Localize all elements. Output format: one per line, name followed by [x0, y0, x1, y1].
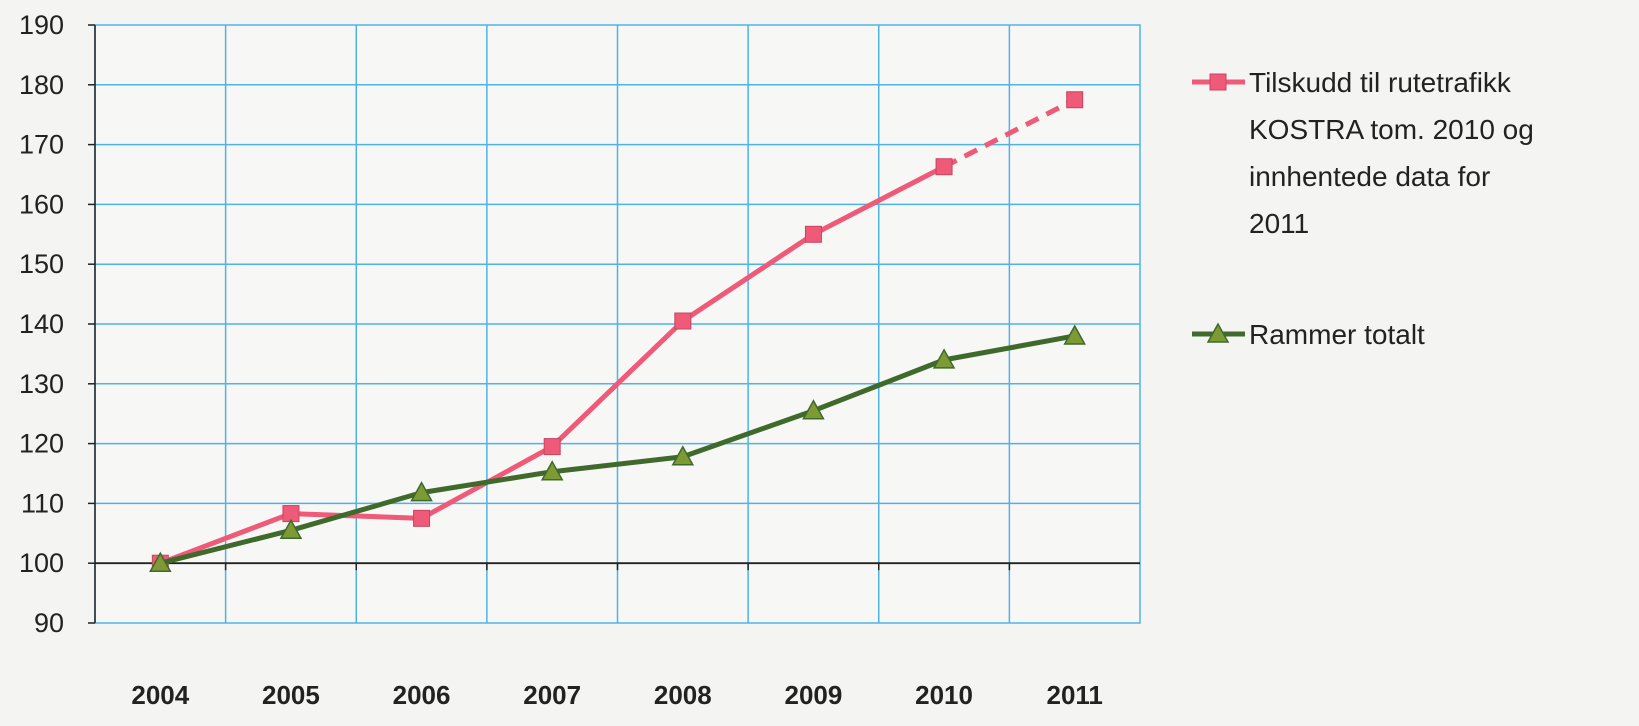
y-tick-label: 190	[19, 10, 64, 40]
y-tick-label: 140	[19, 309, 64, 339]
data-point-triangle	[410, 481, 433, 502]
y-tick-label: 180	[19, 70, 64, 100]
series-1	[151, 91, 1084, 572]
legend: Tilskudd til rutetrafikk KOSTRA tom. 2010…	[1192, 67, 1534, 350]
y-tick-labels: 90 100 110 120 130 140 150 160 170 180 190	[19, 10, 64, 638]
data-point-triangle	[149, 551, 172, 572]
legend-item-2: Rammer totalt	[1192, 319, 1425, 350]
y-tick-label: 170	[19, 130, 64, 160]
data-point-triangle	[1063, 324, 1086, 345]
series-line-dashed	[942, 97, 1076, 169]
data-point-square	[674, 312, 692, 330]
legend-label-line: innhentede data for	[1249, 161, 1490, 192]
data-point-triangle	[932, 348, 956, 369]
legend-label-line: Rammer totalt	[1249, 319, 1425, 350]
data-point-triangle	[1206, 322, 1230, 343]
y-tick-label: 110	[21, 488, 64, 518]
y-tick-label: 100	[19, 548, 64, 578]
series-2	[149, 324, 1086, 572]
x-tick-label: 2008	[654, 680, 712, 710]
data-point-triangle	[671, 445, 695, 466]
y-tick-label: 130	[19, 369, 64, 399]
y-tick-label: 120	[19, 429, 64, 459]
x-tick-label: 2009	[785, 680, 843, 710]
y-tick-label: 90	[34, 608, 64, 638]
data-point-triangle	[279, 518, 303, 540]
legend-label-line: Tilskudd til rutetrafikk	[1249, 67, 1512, 98]
data-point-square	[804, 225, 822, 243]
series-line	[159, 333, 1076, 566]
data-point-triangle	[540, 460, 564, 481]
x-tick-labels: 2004 2005 2006 2007 2008 2009 2010 2011	[131, 680, 1103, 710]
data-point-square	[543, 438, 561, 456]
data-point-triangle	[802, 399, 825, 420]
x-tick-label: 2004	[131, 680, 189, 710]
x-tick-label: 2010	[915, 680, 973, 710]
data-point-square	[1209, 73, 1227, 91]
y-tick-label: 150	[19, 249, 64, 279]
y-tick-label: 160	[19, 189, 64, 219]
x-tick-label: 2011	[1046, 680, 1102, 710]
series-group	[149, 91, 1086, 572]
legend-label-line: 2011	[1249, 208, 1309, 239]
data-point-square	[935, 158, 953, 176]
x-tick-label: 2006	[393, 680, 451, 710]
data-point-square	[413, 509, 431, 527]
legend-item-1: Tilskudd til rutetrafikk KOSTRA tom. 2010…	[1192, 67, 1534, 239]
x-tick-label: 2005	[262, 680, 320, 710]
axes	[88, 24, 1140, 624]
x-tick-label: 2007	[523, 680, 581, 710]
legend-label-line: KOSTRA tom. 2010 og	[1249, 114, 1534, 145]
data-point-square	[1066, 91, 1084, 109]
